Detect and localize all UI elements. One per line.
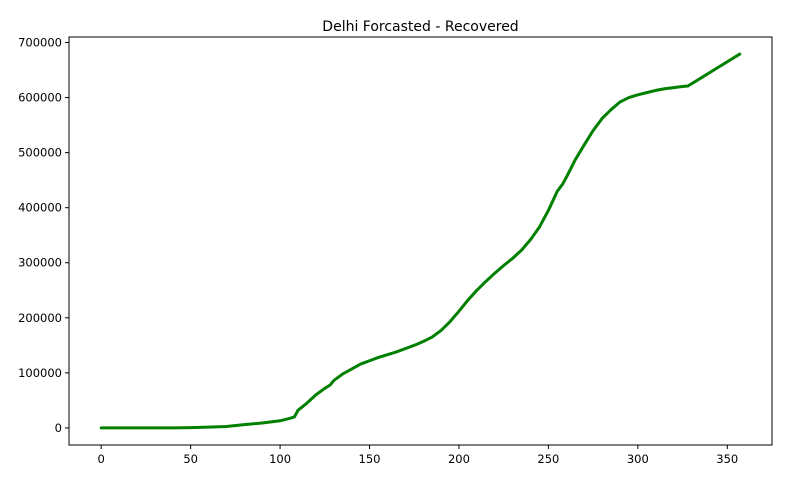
x-tick-label: 50	[183, 452, 198, 466]
y-tick-label: 400000	[18, 201, 62, 215]
y-tick-label: 600000	[18, 91, 62, 105]
x-tick-label: 100	[269, 452, 291, 466]
x-tick-label: 150	[359, 452, 381, 466]
series-layer	[99, 52, 742, 430]
x-tick-label: 0	[98, 452, 105, 466]
x-tick-label: 200	[448, 452, 470, 466]
plot-frame	[68, 36, 773, 446]
y-tick-label: 500000	[18, 146, 62, 160]
y-tick-label: 200000	[18, 311, 62, 325]
y-tick-label: 700000	[18, 36, 62, 50]
x-tick-label: 300	[627, 452, 649, 466]
series-line-0	[99, 52, 742, 430]
y-tick-label: 100000	[18, 366, 62, 380]
y-tick-label: 0	[55, 421, 62, 435]
axis-layer: 0 50 100 150 200 250 300 350 0 100000 200000 300000…	[18, 36, 773, 466]
x-tick-label: 350	[716, 452, 738, 466]
x-tick-label: 250	[537, 452, 559, 466]
chart-title: Delhi Forcasted - Recovered	[322, 19, 518, 35]
y-tick-label: 300000	[18, 256, 62, 270]
